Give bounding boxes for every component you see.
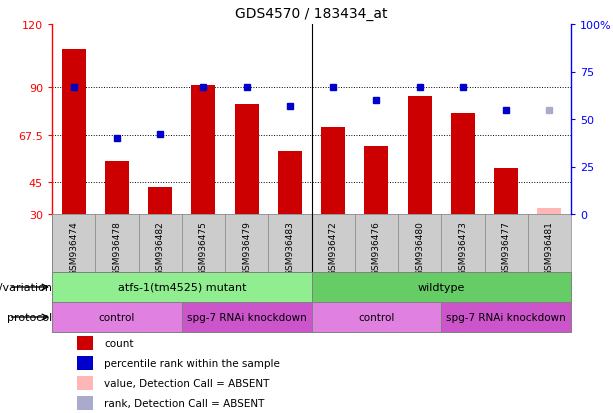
Text: genotype/variation: genotype/variation xyxy=(0,282,52,292)
Bar xyxy=(278,151,302,214)
Bar xyxy=(538,208,562,214)
Text: control: control xyxy=(358,312,395,322)
Bar xyxy=(105,162,129,214)
Text: GSM936473: GSM936473 xyxy=(459,220,467,275)
Title: GDS4570 / 183434_at: GDS4570 / 183434_at xyxy=(235,7,388,21)
Bar xyxy=(77,376,93,390)
Text: protocol: protocol xyxy=(7,312,52,322)
Text: GSM936478: GSM936478 xyxy=(112,220,121,275)
Text: spg-7 RNAi knockdown: spg-7 RNAi knockdown xyxy=(187,312,306,322)
Bar xyxy=(62,50,86,214)
Text: percentile rank within the sample: percentile rank within the sample xyxy=(104,358,280,368)
Text: control: control xyxy=(99,312,135,322)
Text: GSM936476: GSM936476 xyxy=(372,220,381,275)
Text: GSM936472: GSM936472 xyxy=(329,220,338,275)
Text: GSM936481: GSM936481 xyxy=(545,220,554,275)
Bar xyxy=(311,302,441,332)
Text: GSM936475: GSM936475 xyxy=(199,220,208,275)
Bar xyxy=(52,302,181,332)
Text: atfs-1(tm4525) mutant: atfs-1(tm4525) mutant xyxy=(118,282,246,292)
Text: GSM936474: GSM936474 xyxy=(69,220,78,275)
Bar xyxy=(52,272,311,302)
Bar xyxy=(441,302,571,332)
Bar xyxy=(181,302,311,332)
Bar xyxy=(191,86,215,214)
Bar xyxy=(77,356,93,370)
Text: GSM936483: GSM936483 xyxy=(286,220,294,275)
Bar xyxy=(494,168,518,214)
Bar xyxy=(408,97,432,214)
Bar xyxy=(148,187,172,214)
Text: count: count xyxy=(104,338,134,348)
Bar xyxy=(235,105,259,214)
Bar xyxy=(365,147,388,214)
Bar xyxy=(77,396,93,410)
Text: value, Detection Call = ABSENT: value, Detection Call = ABSENT xyxy=(104,378,270,388)
Text: rank, Detection Call = ABSENT: rank, Detection Call = ABSENT xyxy=(104,398,265,408)
Text: GSM936482: GSM936482 xyxy=(156,220,165,275)
Bar xyxy=(311,272,571,302)
Bar xyxy=(451,114,475,214)
Text: GSM936477: GSM936477 xyxy=(501,220,511,275)
Bar xyxy=(77,336,93,350)
Text: wildtype: wildtype xyxy=(417,282,465,292)
Text: spg-7 RNAi knockdown: spg-7 RNAi knockdown xyxy=(446,312,566,322)
Bar xyxy=(321,128,345,214)
Text: GSM936479: GSM936479 xyxy=(242,220,251,275)
Text: GSM936480: GSM936480 xyxy=(415,220,424,275)
